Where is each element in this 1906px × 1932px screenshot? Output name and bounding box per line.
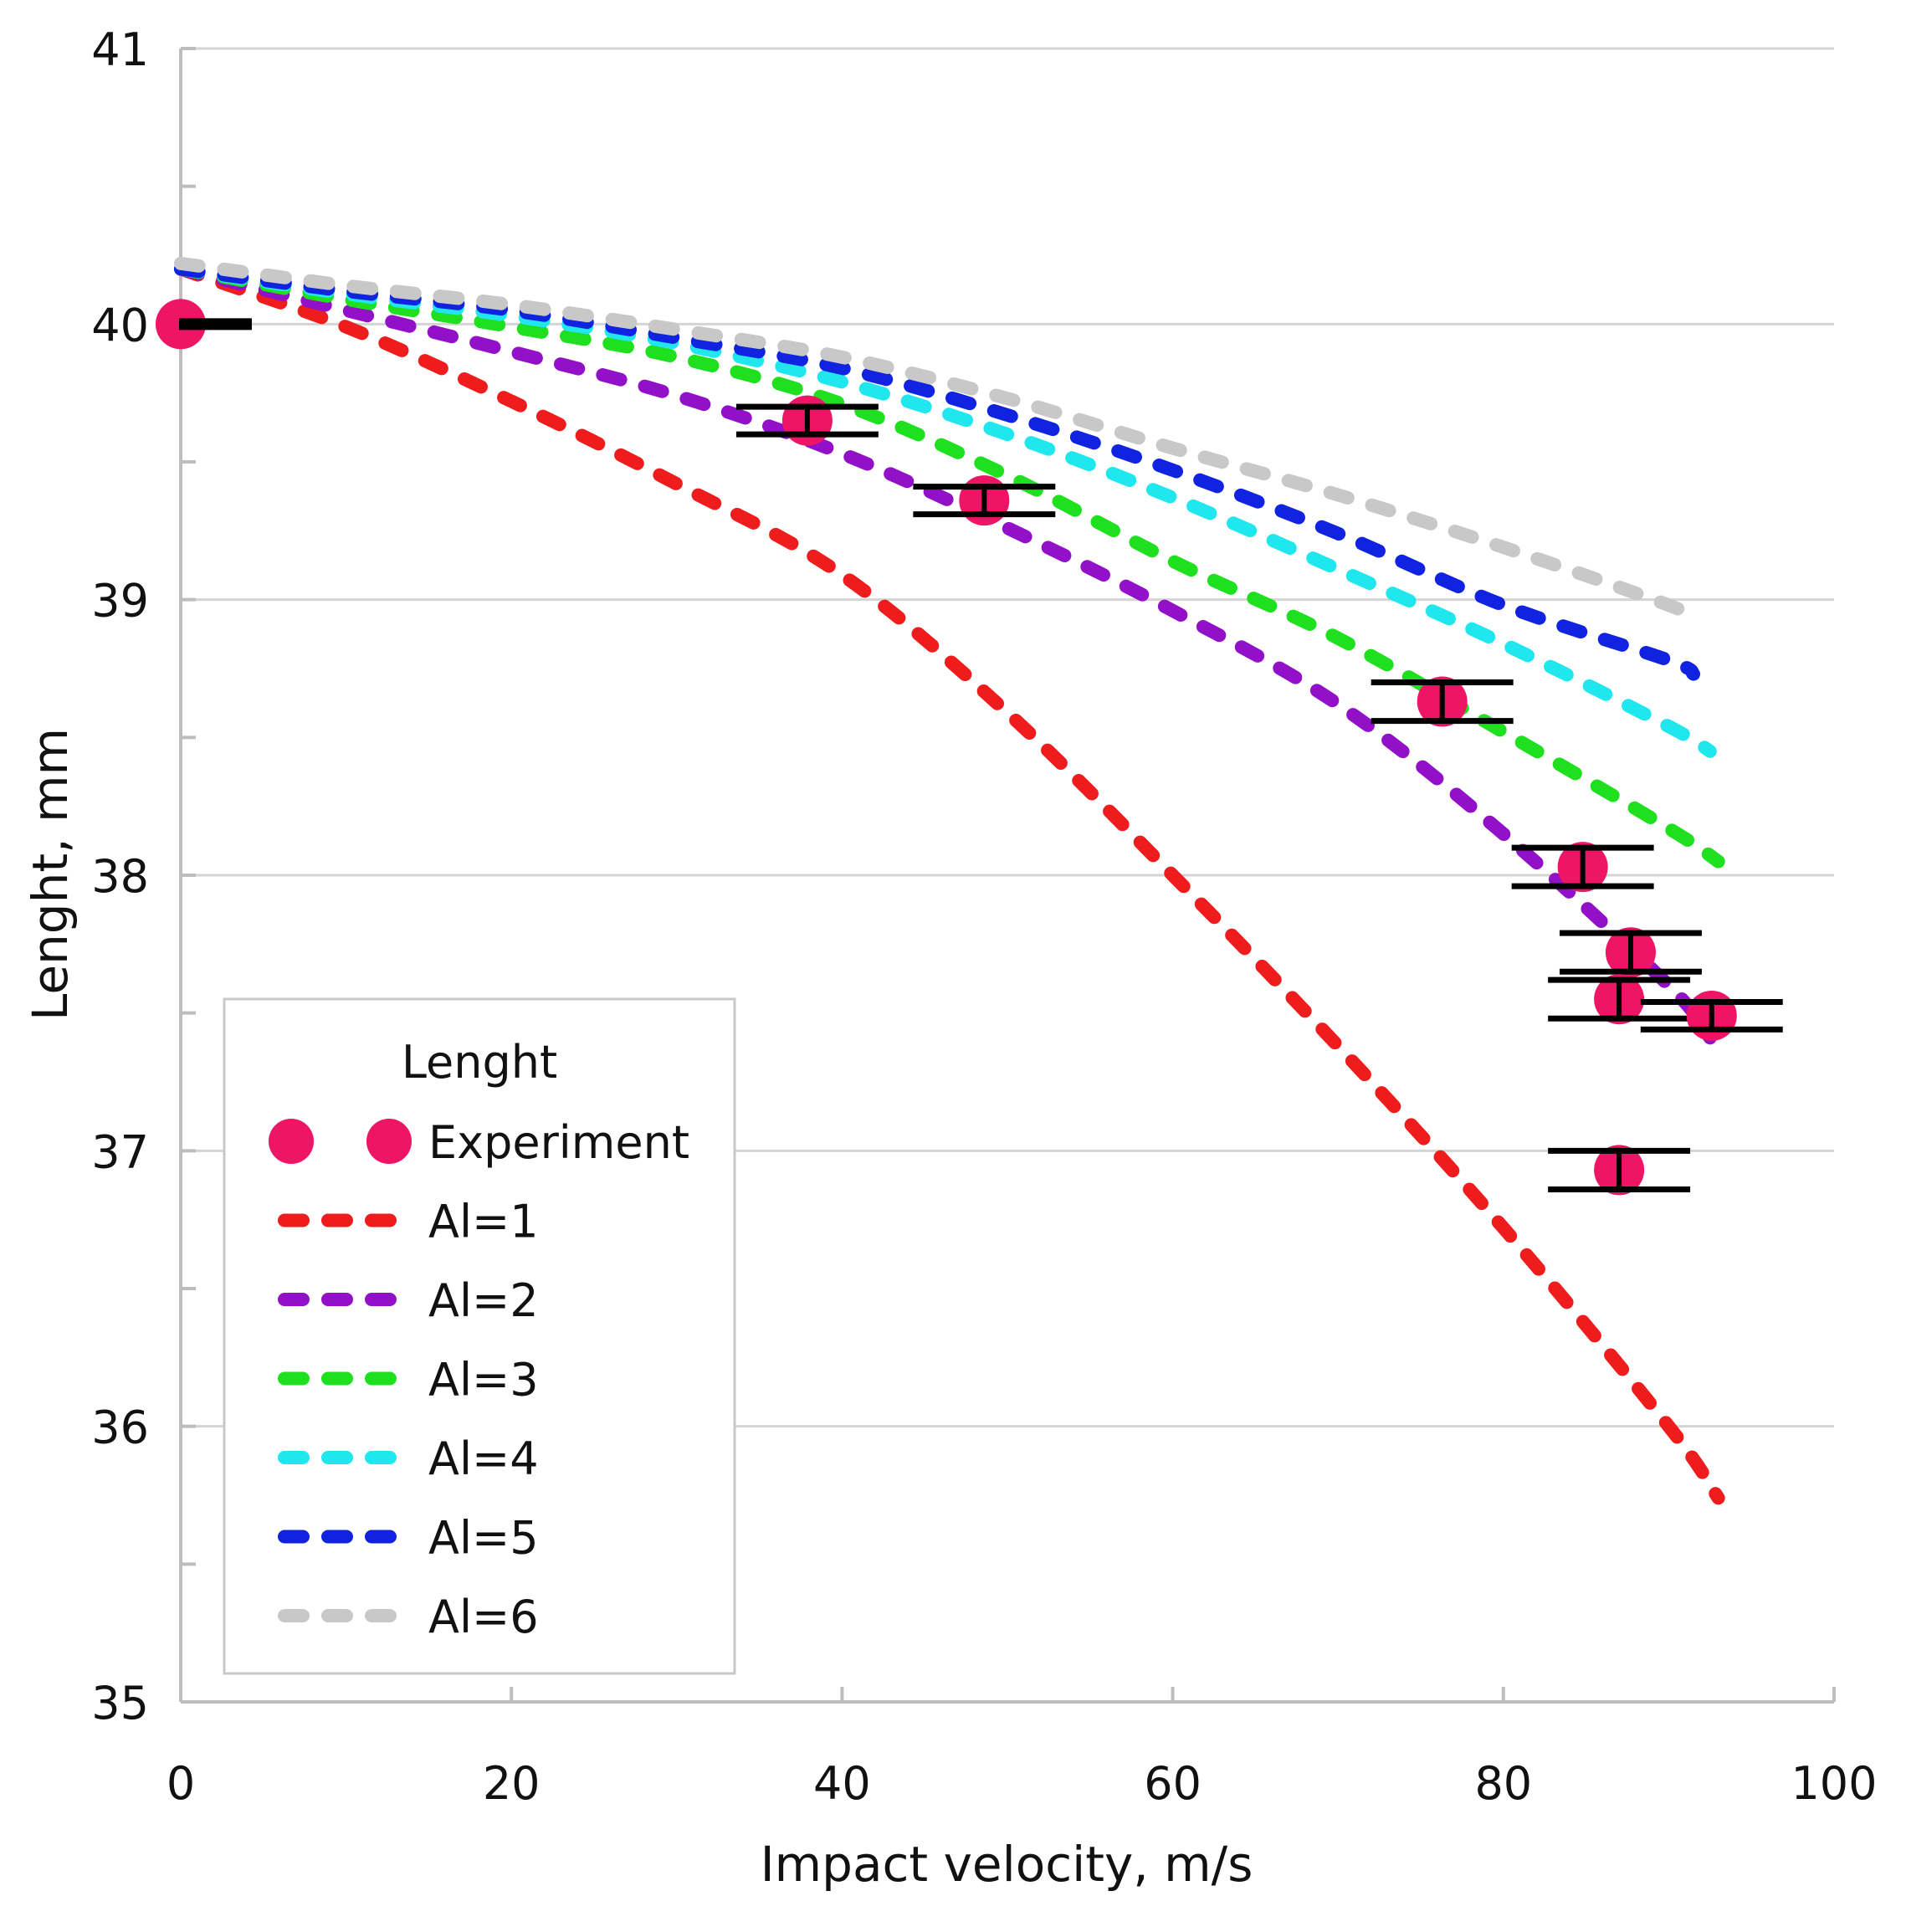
legend: Lenght Experiment Al=1 Al=2 Al=3 Al=4 Al=5 Al=6 xyxy=(223,997,736,1675)
y-tick-label-41: 41 xyxy=(91,23,149,76)
legend-marker-experiment xyxy=(269,1119,314,1164)
y-axis-title: Lenght, mm xyxy=(22,728,79,1021)
y-tick-label-38: 38 xyxy=(91,850,149,903)
experiment-points xyxy=(156,299,1783,1196)
legend-label-al6: Al=6 xyxy=(428,1591,539,1643)
x-tick-label-60: 60 xyxy=(1144,1757,1201,1810)
legend-title: Lenght xyxy=(402,1036,557,1089)
legend-box xyxy=(223,997,736,1675)
axes: 35 36 37 38 39 40 41 0 20 40 60 80 100 xyxy=(91,23,1877,1810)
y-tick-label-37: 37 xyxy=(91,1125,149,1178)
legend-label-al1: Al=1 xyxy=(428,1196,539,1248)
x-tick-label-100: 100 xyxy=(1791,1757,1877,1810)
y-tick-label-39: 39 xyxy=(91,575,149,628)
legend-label-al4: Al=4 xyxy=(428,1432,539,1485)
legend-label-al3: Al=3 xyxy=(428,1354,539,1407)
y-tick-label-35: 35 xyxy=(91,1677,149,1730)
x-axis-title: Impact velocity, m/s xyxy=(761,1836,1253,1893)
legend-label-al5: Al=5 xyxy=(428,1512,539,1565)
legend-marker-experiment xyxy=(366,1119,412,1164)
series-lines xyxy=(174,256,1725,1505)
legend-label-al2: Al=2 xyxy=(428,1274,539,1327)
y-tick-label-40: 40 xyxy=(91,299,149,351)
series-line-al1 xyxy=(174,262,1725,1505)
x-tick-label-20: 20 xyxy=(483,1757,541,1810)
legend-label-experiment: Experiment xyxy=(428,1116,689,1169)
x-tick-label-40: 40 xyxy=(813,1757,871,1810)
x-tick-label-80: 80 xyxy=(1474,1757,1532,1810)
y-tick-label-36: 36 xyxy=(91,1402,149,1454)
series-line-al3 xyxy=(174,262,1725,869)
x-tick-label-0: 0 xyxy=(167,1757,195,1810)
series-line-al6 xyxy=(174,256,1701,626)
